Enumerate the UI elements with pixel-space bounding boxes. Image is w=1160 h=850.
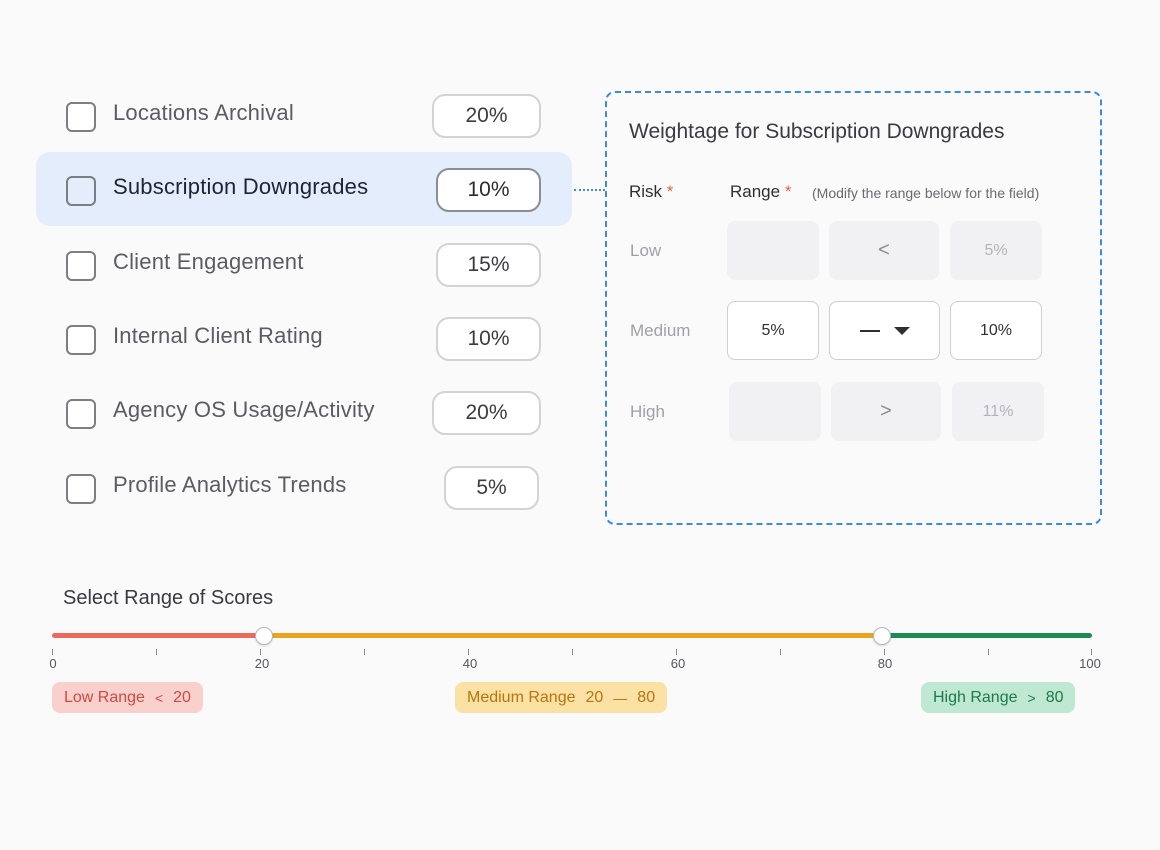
checkbox[interactable] — [66, 325, 96, 355]
greater-than-icon: > — [880, 400, 892, 422]
checkbox[interactable] — [66, 474, 96, 504]
score-range-title: Select Range of Scores — [63, 587, 274, 609]
weight-input[interactable]: 20% — [432, 391, 541, 435]
required-mark: * — [784, 182, 792, 201]
range-hint: (Modify the range below for the field) — [812, 185, 1040, 201]
risk-column-header: Risk * — [629, 182, 673, 202]
tick — [52, 649, 53, 655]
medium-range-track — [264, 633, 882, 638]
range-column-header: Range * — [730, 182, 791, 202]
less-than-icon: < — [878, 239, 890, 261]
weight-input[interactable]: 10% — [436, 168, 541, 212]
tick-label: 40 — [462, 656, 478, 671]
tick — [676, 649, 677, 655]
criteria-row-profile-analytics-trends[interactable]: Profile Analytics Trends 5% — [36, 450, 572, 524]
chip-to: 80 — [637, 688, 656, 706]
weight-input[interactable]: 20% — [432, 94, 541, 138]
criteria-label: Profile Analytics Trends — [113, 472, 347, 497]
caret-down-icon — [893, 326, 910, 335]
greater-than-icon: > — [1027, 689, 1036, 706]
medium-from-input[interactable]: 5% — [727, 301, 819, 360]
tick — [260, 649, 261, 655]
weight-input[interactable]: 5% — [444, 466, 539, 510]
tick — [780, 649, 781, 655]
risk-label-medium: Medium — [630, 321, 691, 340]
high-operator-select: > — [831, 382, 941, 441]
dash-icon: — — [613, 689, 628, 706]
low-threshold-handle[interactable] — [255, 627, 273, 645]
weight-input[interactable]: 10% — [436, 317, 541, 361]
low-range-track — [52, 633, 264, 638]
panel-connector — [574, 189, 605, 191]
risk-label-high: High — [630, 402, 665, 421]
tick — [468, 649, 469, 655]
required-mark: * — [666, 182, 674, 201]
criteria-label: Agency OS Usage/Activity — [113, 397, 375, 422]
high-from-input — [729, 382, 821, 441]
tick — [364, 649, 365, 655]
checkbox[interactable] — [66, 176, 96, 206]
high-to-input: 11% — [952, 382, 1044, 441]
tick-label: 20 — [254, 656, 270, 671]
weight-input[interactable]: 15% — [436, 243, 541, 287]
tick — [884, 649, 885, 655]
low-operator-select: < — [829, 221, 939, 280]
low-to-input: 5% — [950, 221, 1042, 280]
tick — [988, 649, 989, 655]
chip-value: 20 — [173, 688, 191, 706]
criteria-row-internal-client-rating[interactable]: Internal Client Rating 10% — [36, 301, 572, 375]
panel-title: Weightage for Subscription Downgrades — [629, 120, 1005, 143]
weightage-panel: Weightage for Subscription Downgrades Ri… — [605, 91, 1102, 525]
low-range-chip: Low Range < 20 — [52, 682, 203, 713]
criteria-label: Subscription Downgrades — [113, 174, 369, 199]
criteria-row-subscription-downgrades[interactable]: Subscription Downgrades 10% — [36, 152, 572, 226]
chip-label: High Range — [933, 688, 1018, 706]
tick-label: 100 — [1079, 656, 1101, 671]
chip-label: Medium Range — [467, 688, 576, 706]
medium-to-input[interactable]: 10% — [950, 301, 1042, 360]
checkbox[interactable] — [66, 399, 96, 429]
less-than-icon: < — [154, 689, 164, 706]
tick-label: 80 — [877, 656, 893, 671]
criteria-row-client-engagement[interactable]: Client Engagement 15% — [36, 227, 572, 301]
high-range-track — [882, 633, 1092, 638]
chip-label: Low Range — [64, 688, 145, 706]
criteria-row-locations-archival[interactable]: Locations Archival 20% — [36, 78, 572, 152]
checkbox[interactable] — [66, 251, 96, 281]
criteria-label: Locations Archival — [113, 100, 294, 125]
tick — [156, 649, 157, 655]
medium-operator-select[interactable] — [829, 301, 940, 360]
criteria-row-agency-os-usage[interactable]: Agency OS Usage/Activity 20% — [36, 375, 572, 449]
tick — [572, 649, 573, 655]
checkbox[interactable] — [66, 102, 96, 132]
risk-label-low: Low — [630, 241, 662, 260]
criteria-label: Client Engagement — [113, 249, 304, 274]
low-from-input — [727, 221, 819, 280]
medium-range-chip: Medium Range 20 — 80 — [455, 682, 668, 713]
tick-label: 60 — [670, 656, 686, 671]
dash-icon — [859, 329, 880, 332]
tick — [1091, 649, 1092, 655]
criteria-label: Internal Client Rating — [113, 323, 323, 348]
chip-value: 80 — [1045, 688, 1064, 706]
chip-from: 20 — [585, 688, 604, 706]
risk-header-label: Risk — [629, 182, 663, 201]
high-threshold-handle[interactable] — [873, 627, 891, 645]
range-header-label: Range — [730, 182, 781, 201]
tick-label: 0 — [49, 656, 57, 671]
high-range-chip: High Range > 80 — [921, 682, 1076, 713]
